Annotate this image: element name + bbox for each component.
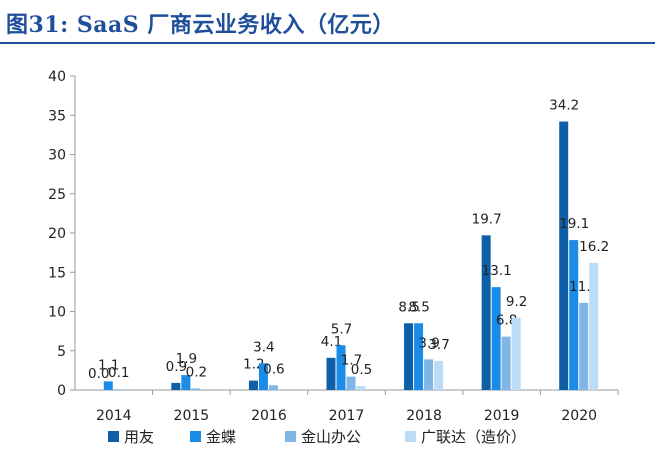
- bar-chart: 051015202530354020140.01.10.120150.91.90…: [48, 69, 619, 446]
- data-label: 0.0: [88, 366, 109, 382]
- bar: [248, 380, 258, 390]
- x-tick-label: 2016: [251, 408, 287, 424]
- x-tick-label: 2017: [329, 408, 365, 424]
- data-label: 34.2: [549, 98, 579, 114]
- figure-header: 图31: SaaS 厂商云业务收入（亿元）: [0, 0, 655, 44]
- legend-swatch: [190, 431, 201, 442]
- bar: [434, 360, 444, 390]
- x-tick-label: 2015: [174, 408, 210, 424]
- data-label: 13.1: [482, 263, 512, 279]
- bar: [171, 382, 181, 390]
- data-label: 0.2: [186, 364, 207, 380]
- y-tick-label: 15: [48, 265, 66, 281]
- data-label: 3.9: [418, 335, 439, 351]
- data-label: 8.5: [398, 299, 419, 315]
- y-tick-label: 10: [48, 305, 66, 321]
- legend-swatch: [285, 431, 296, 442]
- data-label: 5.7: [331, 321, 352, 337]
- legend-label: 金蝶: [206, 428, 236, 446]
- data-label: 8.5: [408, 299, 429, 315]
- bar: [404, 323, 414, 390]
- bar: [181, 375, 191, 390]
- data-label: 3.7: [428, 337, 449, 353]
- bar: [414, 323, 424, 390]
- data-label: 0.5: [351, 362, 372, 378]
- x-tick-label: 2014: [96, 408, 132, 424]
- data-label: 9.2: [506, 294, 527, 310]
- bar: [326, 357, 336, 390]
- y-tick-label: 30: [48, 148, 66, 164]
- data-label: 19.7: [472, 211, 502, 227]
- bar: [424, 359, 434, 390]
- y-tick-label: 5: [57, 344, 66, 360]
- bar: [258, 363, 268, 390]
- bar: [579, 302, 589, 390]
- data-label: 16.2: [579, 239, 609, 255]
- data-label: 0.6: [263, 361, 284, 377]
- bar: [491, 287, 501, 390]
- y-tick-label: 40: [48, 69, 66, 85]
- legend-swatch: [405, 431, 416, 442]
- bar: [336, 345, 346, 390]
- legend-label: 金山办公: [301, 428, 361, 446]
- bar: [113, 389, 123, 390]
- data-label: 3.4: [253, 339, 274, 355]
- data-label: 1.7: [341, 353, 362, 369]
- data-label: 0.9: [166, 359, 187, 375]
- bar: [103, 381, 113, 390]
- y-tick-label: 25: [48, 187, 66, 203]
- bar: [589, 262, 599, 390]
- legend-label: 用友: [124, 428, 154, 446]
- bar: [501, 336, 511, 390]
- bar: [356, 386, 366, 390]
- legend-swatch: [108, 431, 119, 442]
- bar: [191, 388, 201, 390]
- y-tick-label: 20: [48, 226, 66, 242]
- bar: [481, 235, 491, 390]
- x-tick-label: 2018: [406, 408, 442, 424]
- legend-label: 广联达（造价）: [421, 428, 526, 446]
- figure-title: 图31: SaaS 厂商云业务收入（亿元）: [6, 12, 395, 38]
- bar: [559, 121, 569, 390]
- data-label: 19.1: [559, 216, 589, 232]
- x-tick-label: 2020: [561, 408, 597, 424]
- bar: [569, 240, 579, 390]
- data-label: 0.1: [108, 365, 129, 381]
- y-tick-label: 0: [57, 383, 66, 399]
- data-label: 1.9: [176, 351, 197, 367]
- y-tick-label: 35: [48, 108, 66, 124]
- bar: [511, 317, 521, 390]
- bar: [268, 385, 278, 390]
- data-label: 1.1: [98, 357, 119, 373]
- bar: [346, 376, 356, 390]
- x-tick-label: 2019: [484, 408, 520, 424]
